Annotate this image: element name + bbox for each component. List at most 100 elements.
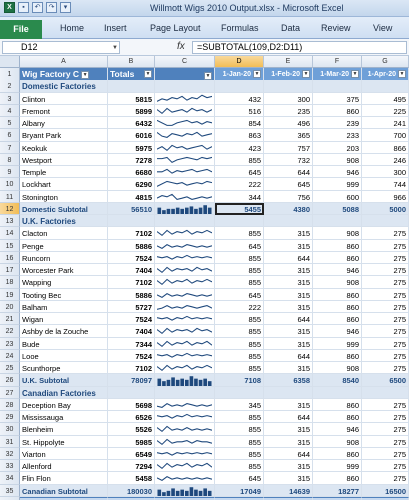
cell-factory-name[interactable]: Albany: [20, 117, 108, 130]
column-header-a[interactable]: A: [20, 56, 108, 68]
cell-mar[interactable]: 239: [313, 117, 362, 130]
cell-mar[interactable]: 860: [313, 349, 362, 362]
cell-feb[interactable]: 756: [264, 190, 313, 203]
cell-sparkline[interactable]: [155, 411, 215, 424]
cell-apr[interactable]: 225: [362, 104, 409, 117]
cell-total[interactable]: 6549: [108, 447, 155, 460]
cell-feb[interactable]: 315: [264, 227, 313, 240]
cell-factory-name[interactable]: Deception Bay: [20, 398, 108, 411]
cell-factory-name[interactable]: Total: [20, 496, 108, 500]
cell-total[interactable]: 5975: [108, 141, 155, 154]
cell-jan[interactable]: 855: [215, 423, 264, 436]
row-number[interactable]: 26: [0, 374, 20, 387]
cell-apr[interactable]: 275: [362, 264, 409, 277]
cell-factory-name[interactable]: Keokuk: [20, 141, 108, 154]
cell-total[interactable]: 5815: [108, 92, 155, 105]
cell-jan[interactable]: 645: [215, 288, 264, 301]
cell-mar[interactable]: 233: [313, 129, 362, 142]
cell-factory-name[interactable]: Clinton: [20, 92, 108, 105]
cell-factory-name[interactable]: Mississauga: [20, 411, 108, 424]
cell-total[interactable]: 6432: [108, 117, 155, 130]
cell-total[interactable]: 56510: [108, 202, 155, 215]
row-number[interactable]: 2: [0, 80, 20, 93]
cell-sparkline[interactable]: [155, 313, 215, 326]
cell-sparkline[interactable]: [155, 80, 215, 93]
cell-jan[interactable]: 345: [215, 398, 264, 411]
cell-apr[interactable]: 275: [362, 447, 409, 460]
cell-sparkline[interactable]: [155, 362, 215, 375]
cell-factory-name[interactable]: Runcorn: [20, 251, 108, 264]
cell-mar[interactable]: 8540: [313, 374, 362, 387]
cell-mar[interactable]: 908: [313, 153, 362, 166]
cell-apr[interactable]: 275: [362, 362, 409, 375]
cell-total[interactable]: 78097: [108, 374, 155, 387]
cell-total[interactable]: 4815: [108, 190, 155, 203]
cell-sparkline[interactable]: [155, 484, 215, 497]
cell-factory-name[interactable]: Worcester Park: [20, 264, 108, 277]
cell-feb[interactable]: 300: [264, 92, 313, 105]
cell-factory-name[interactable]: Fremont: [20, 104, 108, 117]
cell-feb[interactable]: 644: [264, 447, 313, 460]
cell-total[interactable]: 6016: [108, 129, 155, 142]
cell-apr[interactable]: 744: [362, 178, 409, 191]
cell-feb[interactable]: 315: [264, 264, 313, 277]
file-tab[interactable]: File: [0, 20, 42, 39]
cell-feb[interactable]: [264, 215, 313, 228]
redo-icon[interactable]: ↷: [46, 2, 57, 13]
cell-total[interactable]: 5526: [108, 423, 155, 436]
cell-mar[interactable]: 860: [313, 411, 362, 424]
cell-apr[interactable]: 275: [362, 423, 409, 436]
cell-apr[interactable]: 275: [362, 325, 409, 338]
cell-jan[interactable]: 17049: [215, 484, 264, 497]
cell-factory-name[interactable]: Penge: [20, 239, 108, 252]
cell-total[interactable]: 5727: [108, 300, 155, 313]
cell-mar[interactable]: 860: [313, 288, 362, 301]
cell-sparkline[interactable]: [155, 386, 215, 399]
cell-jan[interactable]: 645: [215, 166, 264, 179]
cell-mar[interactable]: 860: [313, 251, 362, 264]
cell-sparkline[interactable]: [155, 374, 215, 387]
cell-mar[interactable]: 860: [313, 300, 362, 313]
cell-mar[interactable]: 999: [313, 178, 362, 191]
cell-apr[interactable]: 275: [362, 251, 409, 264]
row-number[interactable]: 28: [0, 398, 20, 411]
cell-sparkline[interactable]: [155, 117, 215, 130]
row-number[interactable]: 33: [0, 460, 20, 473]
cell-factory-name[interactable]: Viarton: [20, 447, 108, 460]
row-number[interactable]: 10: [0, 178, 20, 191]
cell-feb[interactable]: 315: [264, 239, 313, 252]
filter-dropdown-icon[interactable]: ▼: [398, 70, 406, 79]
cell-feb[interactable]: 365: [264, 129, 313, 142]
cell-jan[interactable]: 855: [215, 447, 264, 460]
cell-jan[interactable]: 855: [215, 153, 264, 166]
cell-jan[interactable]: 516: [215, 104, 264, 117]
cell-factory-name[interactable]: Ashby de la Zouche: [20, 325, 108, 338]
cell-jan[interactable]: 855: [215, 227, 264, 240]
cell-apr[interactable]: 16500: [362, 484, 409, 497]
cell-apr[interactable]: 6500: [362, 374, 409, 387]
cell-feb[interactable]: 235: [264, 104, 313, 117]
cell-apr[interactable]: [362, 80, 409, 93]
cell-mar[interactable]: 999: [313, 460, 362, 473]
cell-feb[interactable]: 315: [264, 435, 313, 448]
cell-sparkline[interactable]: [155, 92, 215, 105]
cell-jan[interactable]: 855: [215, 337, 264, 350]
cell-total[interactable]: 7102: [108, 227, 155, 240]
cell-factory-name[interactable]: Stonington: [20, 190, 108, 203]
tab-page-layout[interactable]: Page Layout: [150, 23, 201, 33]
cell-sparkline[interactable]: [155, 166, 215, 179]
tab-formulas[interactable]: Formulas: [221, 23, 259, 33]
cell-jan[interactable]: 222: [215, 300, 264, 313]
cell-sparkline[interactable]: [155, 398, 215, 411]
cell-sparkline[interactable]: [155, 300, 215, 313]
cell-jan[interactable]: 855: [215, 460, 264, 473]
cell-sparkline[interactable]: [155, 325, 215, 338]
cell-feb[interactable]: 315: [264, 288, 313, 301]
row-number[interactable]: 20: [0, 300, 20, 313]
cell-mar[interactable]: 860: [313, 447, 362, 460]
cell-jan[interactable]: 5455: [215, 202, 264, 215]
cell-factory-name[interactable]: U.K. Factories: [20, 215, 108, 228]
cell-factory-name[interactable]: Domestic Factories: [20, 80, 108, 93]
cell-jan[interactable]: 855: [215, 349, 264, 362]
cell-sparkline[interactable]: [155, 423, 215, 436]
